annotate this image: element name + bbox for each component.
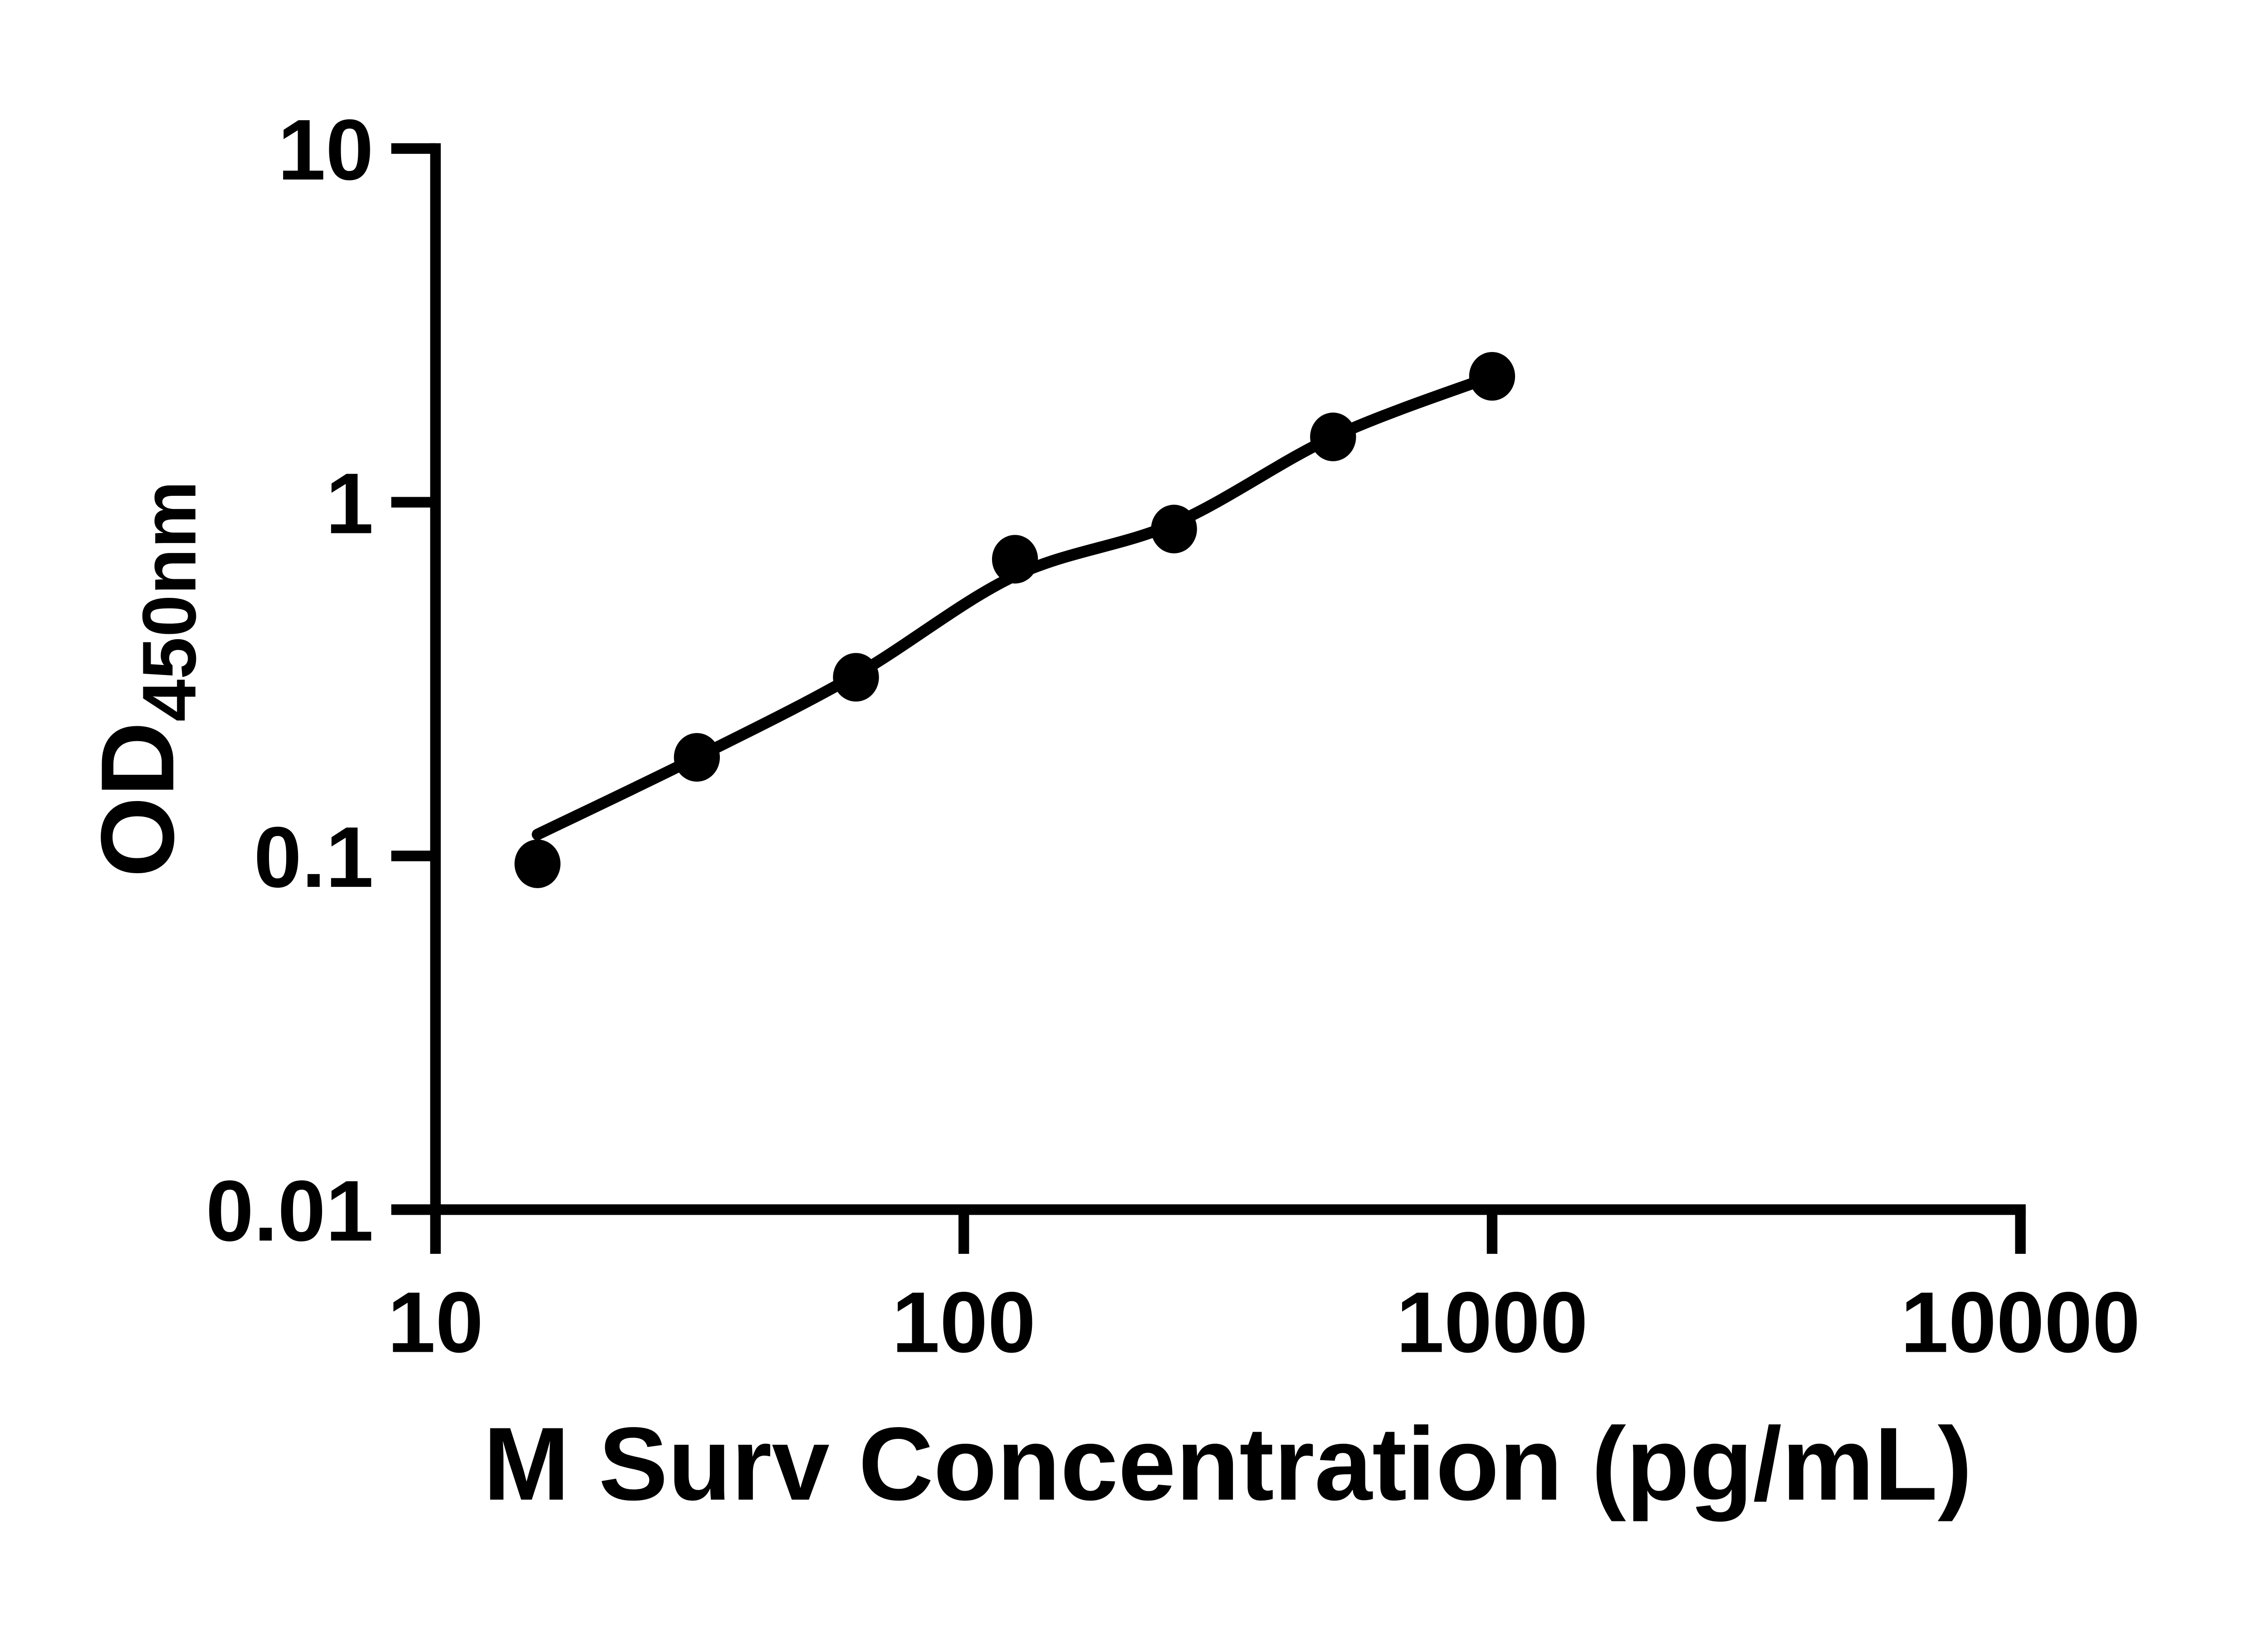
y-tick-label: 0.1 <box>254 809 373 905</box>
y-axis-title: OD450nm <box>79 481 212 878</box>
y-axis-title-base: OD <box>79 722 196 878</box>
standard-curve-chart: 10 100 1000 10000 10 1 0.1 0.01 M Surv Concent… <box>79 102 2141 1522</box>
standard-curve-figure: 10 100 1000 10000 10 1 0.1 0.01 M Surv Concent… <box>79 102 2141 1522</box>
data-point <box>1469 352 1515 401</box>
data-point <box>1310 412 1356 461</box>
y-axis-title-subscript: 450nm <box>127 481 212 722</box>
y-tick-label: 0.01 <box>206 1163 374 1259</box>
y-tick-label: 10 <box>278 102 373 198</box>
x-tick-label: 100 <box>892 1275 1036 1371</box>
data-point <box>514 839 561 888</box>
x-tick-label: 10 <box>387 1275 483 1371</box>
data-point <box>992 535 1038 584</box>
data-points-group <box>514 352 1515 888</box>
x-axis-ticks: 10 100 1000 10000 <box>387 1209 2140 1371</box>
y-axis-ticks: 10 1 0.1 0.01 <box>206 102 436 1259</box>
data-point <box>833 653 879 702</box>
data-point <box>1151 504 1197 553</box>
y-tick-label: 1 <box>326 455 374 552</box>
x-axis-title: M Surv Concentration (pg/mL) <box>483 1406 1972 1522</box>
axes <box>430 143 2026 1215</box>
data-point <box>674 733 720 782</box>
x-tick-label: 10000 <box>1901 1275 2140 1371</box>
x-tick-label: 1000 <box>1396 1275 1588 1371</box>
